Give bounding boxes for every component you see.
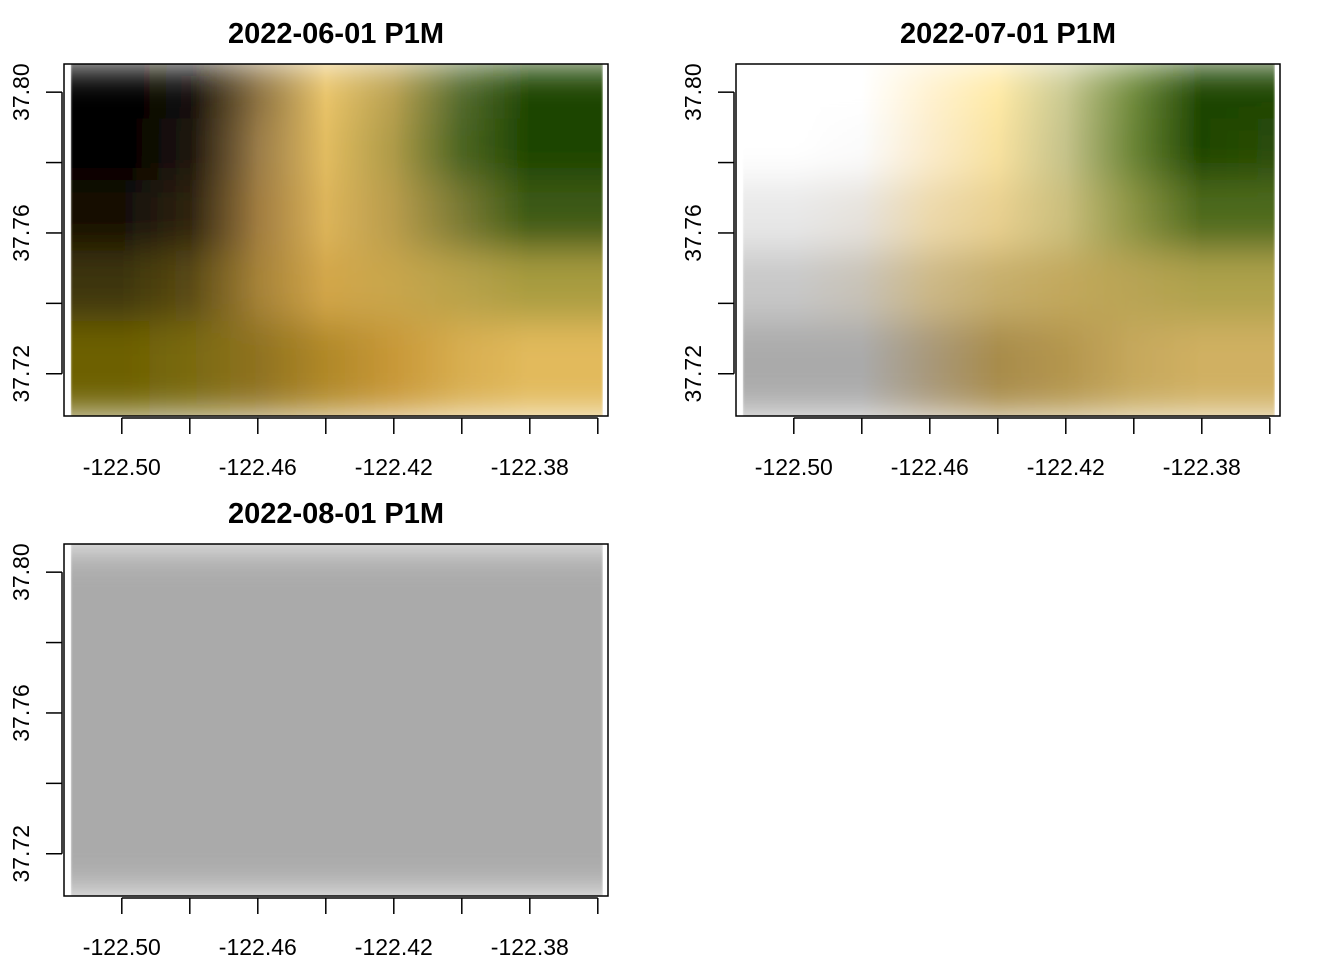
panel-title: 2022-07-01 P1M (900, 18, 1116, 50)
raster-band (70, 373, 603, 416)
raster-band (70, 730, 603, 802)
raster-band (70, 250, 603, 322)
raster-band (742, 118, 1275, 181)
x-tick-label: -122.50 (83, 454, 161, 480)
x-tick-label: -122.46 (891, 454, 969, 480)
x-axis: -122.50 -122.46 -122.42 -122.38 (83, 417, 599, 480)
y-tick-label: 37.72 (8, 825, 34, 883)
raster-band (742, 373, 1275, 416)
raster-band (70, 64, 603, 120)
x-tick-label: -122.38 (1163, 454, 1241, 480)
y-tick-label: 37.80 (8, 63, 34, 121)
x-tick-label: -122.50 (83, 934, 161, 960)
panel-title: 2022-06-01 P1M (228, 18, 444, 50)
raster-band (70, 320, 603, 375)
raster-image (742, 64, 1275, 416)
y-tick-label: 37.80 (680, 63, 706, 121)
panel-title: 2022-08-01 P1M (228, 498, 444, 530)
y-axis: 37.72 37.76 37.80 (680, 63, 735, 403)
x-tick-label: -122.46 (219, 934, 297, 960)
y-tick-label: 37.72 (680, 345, 706, 403)
panel-1: 2022-06-01 P1M-122.50 -122.46 -122.42 -122.… (8, 18, 609, 480)
x-tick-label: -122.42 (1027, 454, 1105, 480)
raster-image (70, 64, 603, 416)
raster-band (742, 180, 1275, 252)
x-tick-label: -122.46 (219, 454, 297, 480)
panel-3: 2022-08-01 P1M-122.50 -122.46 -122.42 -122.… (8, 498, 609, 960)
raster-band (742, 250, 1275, 322)
y-tick-label: 37.76 (8, 684, 34, 742)
raster-band (70, 118, 603, 181)
x-axis: -122.50 -122.46 -122.42 -122.38 (755, 417, 1271, 480)
y-tick-label: 37.80 (8, 543, 34, 601)
x-tick-label: -122.38 (491, 454, 569, 480)
x-tick-label: -122.38 (491, 934, 569, 960)
raster-band (70, 800, 603, 855)
y-axis: 37.72 37.76 37.80 (8, 63, 63, 403)
x-tick-label: -122.42 (355, 454, 433, 480)
raster-band (70, 660, 603, 732)
x-tick-label: -122.50 (755, 454, 833, 480)
y-axis: 37.72 37.76 37.80 (8, 543, 63, 883)
x-tick-label: -122.42 (355, 934, 433, 960)
y-tick-label: 37.76 (680, 204, 706, 262)
x-axis: -122.50 -122.46 -122.42 -122.38 (83, 897, 599, 960)
panel-2: 2022-07-01 P1M-122.50 -122.46 -122.42 -122.… (680, 18, 1281, 480)
raster-band (70, 853, 603, 896)
plot-frame (63, 543, 609, 897)
plot-frame (63, 63, 609, 417)
y-tick-label: 37.76 (8, 204, 34, 262)
raster-band (70, 544, 603, 600)
plot-frame (735, 63, 1281, 417)
raster-band (70, 598, 603, 661)
raster-image (70, 544, 603, 896)
y-tick-label: 37.72 (8, 345, 34, 403)
raster-band (742, 64, 1275, 120)
raster-band (70, 180, 603, 252)
raster-band (742, 320, 1275, 375)
